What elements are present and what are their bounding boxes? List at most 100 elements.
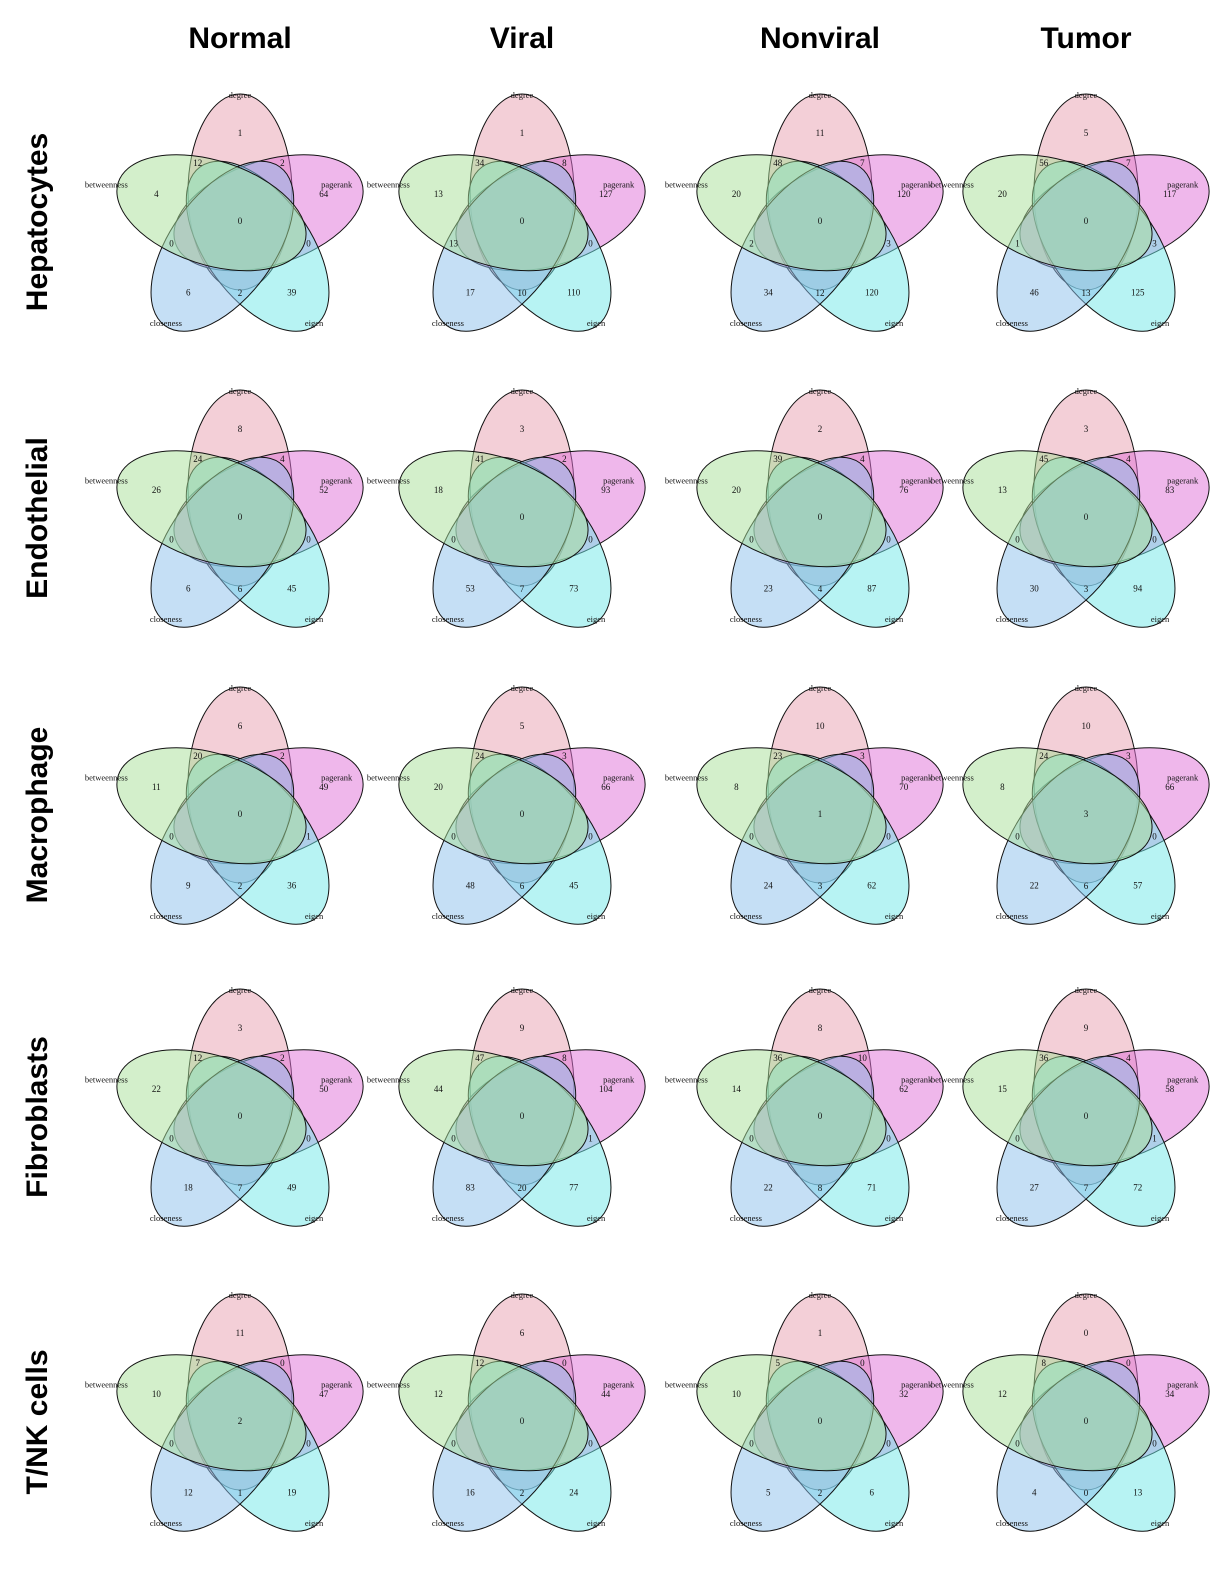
region-count-degree-pagerank: 3 <box>860 751 865 761</box>
set-label-degree: degree <box>511 1290 534 1300</box>
venn-endothelial-tumor: degree pagerank eigen closeness betweenness 3… <box>931 386 1210 628</box>
region-count-degree-pagerank: 0 <box>280 1358 285 1368</box>
region-count-only-eigen: 71 <box>867 1182 876 1192</box>
venn-macrophage-tumor: degree pagerank eigen closeness betweenness 1… <box>931 683 1210 925</box>
region-count-only-eigen: 39 <box>287 287 297 297</box>
row-header-macrophage: Macrophage <box>21 726 54 904</box>
set-label-degree: degree <box>1075 386 1098 396</box>
region-count-only-pagerank: 34 <box>1165 1389 1175 1399</box>
region-count-only-pagerank: 120 <box>897 189 911 199</box>
region-count-pagerank-eigen: 0 <box>886 534 891 544</box>
venn-macrophage-viral: degree pagerank eigen closeness betweenness 5… <box>367 683 646 925</box>
set-label-closeness: closeness <box>996 614 1028 624</box>
region-count-only-degree: 3 <box>1084 424 1089 434</box>
region-count-eigen-closeness: 0 <box>1084 1488 1089 1498</box>
set-label-closeness: closeness <box>996 911 1028 921</box>
set-label-closeness: closeness <box>730 1518 762 1528</box>
region-count-betweenness-degree: 45 <box>1039 454 1049 464</box>
region-count-only-degree: 10 <box>1082 721 1092 731</box>
region-count-only-degree: 8 <box>238 424 243 434</box>
ellipse-betweenness <box>962 1354 1153 1472</box>
region-count-only-eigen: 73 <box>569 583 579 593</box>
region-count-pagerank-eigen: 0 <box>306 1438 311 1448</box>
region-count-eigen-closeness: 6 <box>1084 881 1089 891</box>
set-label-degree: degree <box>1075 985 1098 995</box>
region-count-degree-pagerank: 3 <box>1126 751 1131 761</box>
region-count-only-betweenness: 20 <box>732 485 742 495</box>
region-count-pagerank-eigen: 0 <box>886 1133 891 1143</box>
set-label-pagerank: pagerank <box>321 1379 353 1389</box>
region-count-eigen-closeness: 1 <box>238 1488 243 1498</box>
set-label-degree: degree <box>1075 683 1098 693</box>
set-label-degree: degree <box>511 386 534 396</box>
region-count-center: 0 <box>818 216 823 226</box>
set-label-pagerank: pagerank <box>321 1074 353 1084</box>
region-count-only-eigen: 87 <box>867 583 877 593</box>
venn-hepatocytes-normal: degree pagerank eigen closeness betweenness 1… <box>85 90 364 332</box>
region-count-eigen-closeness: 7 <box>520 584 525 594</box>
ellipse-betweenness <box>696 154 887 272</box>
ellipse-betweenness <box>116 450 307 568</box>
region-count-pagerank-eigen: 0 <box>588 831 593 841</box>
region-count-center: 0 <box>520 809 525 819</box>
region-count-pagerank-eigen: 0 <box>306 1133 311 1143</box>
set-label-closeness: closeness <box>996 1213 1028 1223</box>
region-count-only-closeness: 4 <box>1032 1487 1037 1497</box>
region-count-center: 0 <box>1084 512 1089 522</box>
set-label-pagerank: pagerank <box>321 772 353 782</box>
region-count-betweenness-degree: 48 <box>773 158 783 168</box>
region-count-only-pagerank: 127 <box>599 189 613 199</box>
region-count-closeness-betweenness: 0 <box>1015 831 1020 841</box>
set-label-eigen: eigen <box>1151 614 1170 624</box>
region-count-only-betweenness: 8 <box>1000 782 1005 792</box>
set-label-degree: degree <box>809 90 832 100</box>
region-count-degree-pagerank: 0 <box>562 1358 567 1368</box>
set-label-degree: degree <box>809 985 832 995</box>
region-count-eigen-closeness: 2 <box>238 881 243 891</box>
region-count-only-betweenness: 13 <box>434 189 444 199</box>
ellipse-betweenness <box>398 747 589 865</box>
region-count-only-degree: 11 <box>236 1328 245 1338</box>
set-label-closeness: closeness <box>432 1518 464 1528</box>
set-label-pagerank: pagerank <box>603 772 635 782</box>
region-count-eigen-closeness: 2 <box>238 288 243 298</box>
region-count-closeness-betweenness: 0 <box>169 534 174 544</box>
row-header-hepatocytes: Hepatocytes <box>21 132 54 312</box>
region-count-only-degree: 6 <box>238 721 243 731</box>
set-label-degree: degree <box>229 985 252 995</box>
region-count-closeness-betweenness: 2 <box>749 238 754 248</box>
column-header-viral: Viral <box>489 22 555 55</box>
set-label-pagerank: pagerank <box>603 475 635 485</box>
set-label-eigen: eigen <box>885 318 904 328</box>
venn-tnkcells-nonviral: degree pagerank eigen closeness betweenness 1… <box>665 1290 944 1532</box>
region-count-only-betweenness: 18 <box>434 485 444 495</box>
region-count-center: 0 <box>238 512 243 522</box>
region-count-closeness-betweenness: 0 <box>451 831 456 841</box>
region-count-only-betweenness: 44 <box>434 1084 444 1094</box>
set-label-pagerank: pagerank <box>1167 1379 1199 1389</box>
region-count-degree-pagerank: 3 <box>562 751 567 761</box>
ellipse-betweenness <box>696 747 887 865</box>
region-count-degree-pagerank: 8 <box>562 1053 567 1063</box>
region-count-only-betweenness: 15 <box>998 1084 1008 1094</box>
region-count-pagerank-eigen: 0 <box>588 1438 593 1448</box>
region-count-only-degree: 10 <box>816 721 826 731</box>
region-count-only-closeness: 27 <box>1030 1182 1040 1192</box>
region-count-only-degree: 1 <box>520 128 525 138</box>
region-count-only-eigen: 6 <box>869 1487 874 1497</box>
ellipse-betweenness <box>962 1049 1153 1167</box>
set-label-closeness: closeness <box>996 1518 1028 1528</box>
region-count-eigen-closeness: 7 <box>1084 1183 1089 1193</box>
region-count-only-closeness: 30 <box>1030 583 1040 593</box>
region-count-eigen-closeness: 13 <box>1082 288 1092 298</box>
region-count-degree-pagerank: 2 <box>562 454 567 464</box>
set-label-eigen: eigen <box>305 614 324 624</box>
set-label-closeness: closeness <box>730 318 762 328</box>
region-count-center: 0 <box>520 1416 525 1426</box>
set-label-betweenness: betweenness <box>367 1379 410 1389</box>
region-count-degree-pagerank: 7 <box>1126 158 1131 168</box>
set-label-betweenness: betweenness <box>85 475 128 485</box>
region-count-betweenness-degree: 24 <box>193 454 203 464</box>
set-label-pagerank: pagerank <box>321 179 353 189</box>
region-count-only-pagerank: 62 <box>899 1084 908 1094</box>
